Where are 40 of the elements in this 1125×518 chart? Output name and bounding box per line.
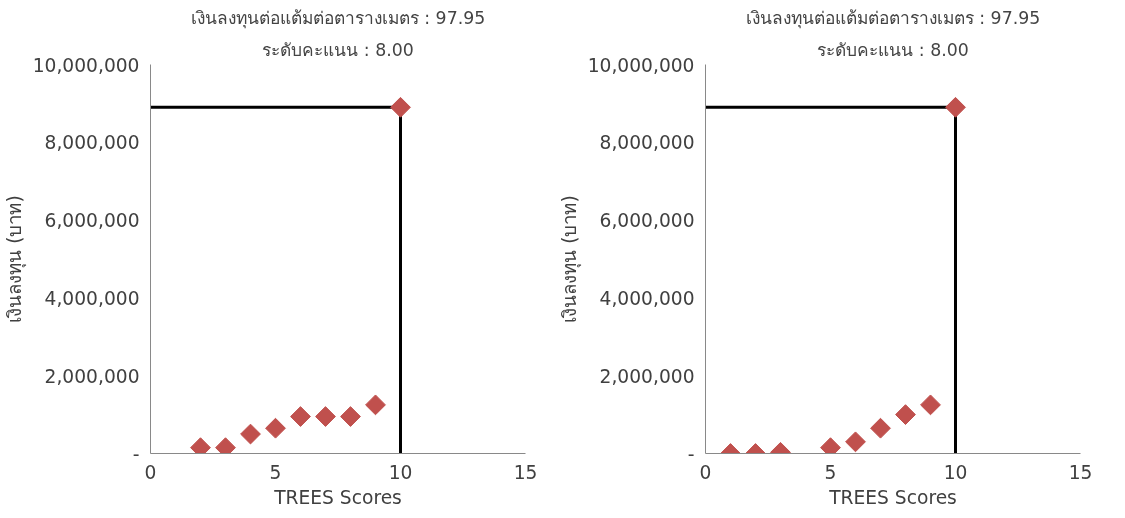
point <box>920 394 941 416</box>
x-axis-title: TREES Scores <box>828 486 957 508</box>
point <box>845 431 866 453</box>
y-axis-title: เงินลงทุน (บาท) <box>3 195 27 323</box>
x-tick-label: 0 <box>144 461 157 483</box>
point <box>895 404 916 425</box>
point <box>945 96 966 118</box>
y-tick-label: - <box>687 443 695 465</box>
y-tick-label: 8,000,000 <box>599 132 695 154</box>
x-tick-label: 15 <box>1068 461 1093 483</box>
text: เงินลงทุนต่อแต้มต่อตารางเมตร : 97.95 <box>190 7 486 29</box>
text: เงินลงทุนต่อแต้มต่อตารางเมตร : 97.95 <box>745 7 1041 29</box>
x-axis-title: TREES Scores <box>273 486 402 508</box>
y-tick-label: 8,000,000 <box>44 132 140 154</box>
y-tick-label: 6,000,000 <box>599 210 695 232</box>
x-tick-label: 10 <box>943 461 968 483</box>
x-tick-label: 0 <box>699 461 712 483</box>
y-axis-title: เงินลงทุน (บาท) <box>558 195 582 323</box>
y-tick-label: 6,000,000 <box>44 210 140 232</box>
point <box>315 406 336 427</box>
y-tick-label: 10,000,000 <box>32 54 140 76</box>
x-tick-label: 5 <box>824 461 837 483</box>
y-tick-label: 4,000,000 <box>599 287 695 309</box>
point <box>870 417 891 439</box>
x-tick-label: 15 <box>513 461 538 483</box>
point <box>340 406 361 427</box>
point <box>365 394 386 416</box>
y-tick-label: 2,000,000 <box>44 365 140 387</box>
point <box>240 423 261 445</box>
x-tick-label: 5 <box>269 461 282 483</box>
y-tick-label: - <box>132 443 140 465</box>
point <box>390 96 411 118</box>
point <box>265 417 286 439</box>
y-tick-label: 4,000,000 <box>44 287 140 309</box>
y-tick-label: 2,000,000 <box>599 365 695 387</box>
x-tick-label: 10 <box>388 461 413 483</box>
point <box>290 406 311 427</box>
y-tick-label: 10,000,000 <box>587 54 695 76</box>
text: ระดับคะแนน : 8.00 <box>817 39 969 60</box>
text: ระดับคะแนน : 8.00 <box>262 39 414 60</box>
